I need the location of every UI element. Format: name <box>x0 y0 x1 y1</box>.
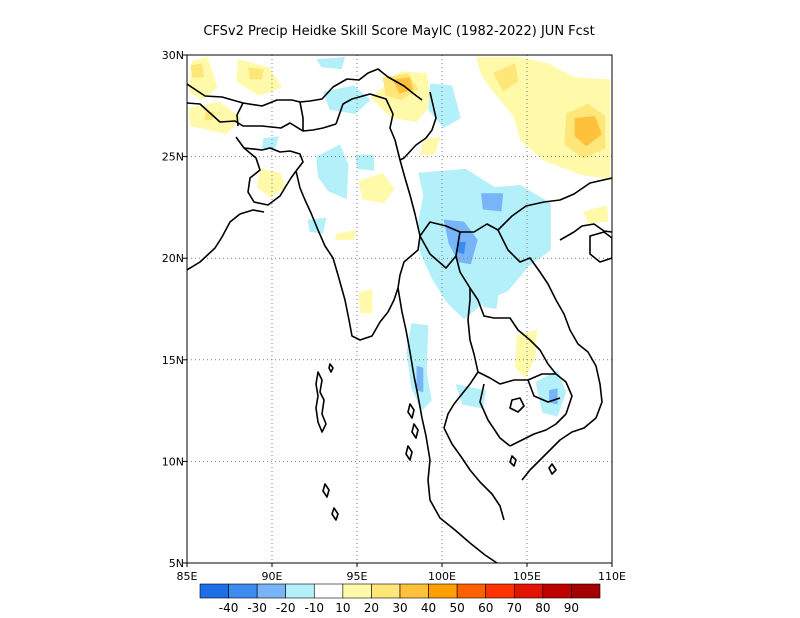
skill-region-14 <box>248 67 264 80</box>
skill-shading <box>188 57 611 417</box>
skill-region-22 <box>316 57 346 70</box>
x-tick-label: 105E <box>513 570 541 583</box>
colorbar-label: 70 <box>507 601 522 615</box>
colorbar-label: 20 <box>364 601 379 615</box>
map-frame <box>186 54 613 564</box>
skill-region-25 <box>261 136 279 149</box>
colorbar-label: 90 <box>564 601 579 615</box>
coastlines-and-borders <box>187 68 612 563</box>
colorbar-swatch <box>399 583 429 599</box>
colorbar-label: 50 <box>450 601 465 615</box>
axis-labels: 85E 90E 95E 100E 105E 110E 30N 25N 20N 15N 10N 5N <box>162 49 626 583</box>
skill-region-37 <box>457 241 466 255</box>
skill-region-7 <box>334 229 357 240</box>
map-title: CFSv2 Precip Heidke Skill Score MayIC (1… <box>203 24 594 39</box>
colorbar-label: 80 <box>535 601 550 615</box>
colorbar-label: 60 <box>478 601 493 615</box>
x-tick-label: 90E <box>262 570 283 583</box>
colorbar-swatch <box>428 583 458 599</box>
colorbar-swatch <box>571 583 601 599</box>
skill-region-0 <box>188 57 218 100</box>
colorbar-label: 30 <box>392 601 407 615</box>
colorbar-swatch <box>485 583 515 599</box>
y-tick-label: 5N <box>169 557 184 570</box>
colorbar-label: -20 <box>276 601 296 615</box>
colorbar-label: 10 <box>335 601 350 615</box>
skill-region-13 <box>190 63 204 78</box>
colorbar-swatch <box>256 583 287 599</box>
y-tick-label: 15N <box>162 354 184 367</box>
skill-region-28 <box>418 168 551 320</box>
colorbar: -40 -30 -20 -10 10 20 30 40 50 60 70 80 90 <box>199 583 601 615</box>
skill-region-8 <box>358 288 373 314</box>
colorbar-label: -40 <box>219 601 239 615</box>
skill-region-30 <box>455 384 487 409</box>
colorbar-swatch <box>199 583 229 599</box>
skill-region-17 <box>493 63 519 92</box>
skill-region-21 <box>323 85 371 114</box>
skill-region-34 <box>481 193 504 212</box>
colorbar-swatch <box>313 583 344 599</box>
colorbar-swatch <box>542 583 572 599</box>
skill-region-24 <box>316 144 349 200</box>
colorbar-swatch <box>342 583 372 599</box>
y-tick-label: 25N <box>162 151 184 164</box>
skill-region-4 <box>358 172 395 204</box>
colorbar-label: 40 <box>421 601 436 615</box>
skill-region-3 <box>256 168 286 198</box>
skill-region-20 <box>574 116 602 147</box>
x-tick-label: 110E <box>598 570 626 583</box>
colorbar-label: -30 <box>247 601 267 615</box>
x-tick-label: 100E <box>428 570 456 583</box>
skill-region-36 <box>549 388 558 405</box>
x-tick-label: 85E <box>177 570 198 583</box>
colorbar-swatch <box>285 583 315 599</box>
colorbar-swatch <box>456 583 487 599</box>
y-tick-label: 30N <box>162 49 184 62</box>
colorbar-label: -10 <box>304 601 324 615</box>
y-tick-label: 20N <box>162 252 184 265</box>
colorbar-swatch <box>371 583 401 599</box>
skill-region-12 <box>583 205 609 224</box>
colorbar-swatch <box>513 583 544 599</box>
skill-region-6 <box>419 136 441 155</box>
x-tick-label: 95E <box>347 570 368 583</box>
skill-region-32 <box>482 286 500 309</box>
skill-region-35 <box>416 365 424 393</box>
skill-region-26 <box>355 154 374 171</box>
y-tick-label: 10N <box>162 455 184 468</box>
colorbar-swatch <box>228 583 258 599</box>
